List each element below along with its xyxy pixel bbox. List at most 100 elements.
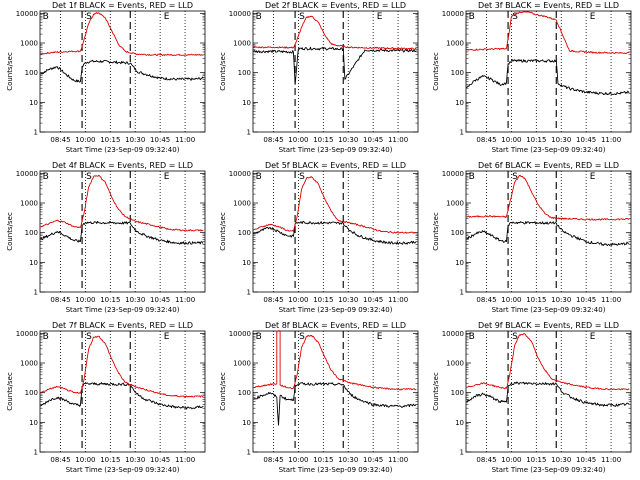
y-tick-label: 10 (29, 99, 38, 107)
series-events-line (466, 221, 630, 247)
y-tick-label: 10000 (16, 170, 38, 178)
series-events-line (40, 59, 204, 83)
y-tick-label: 1 (460, 289, 464, 297)
x-axis-label: Start Time (23-Sep-09 09:32:40) (492, 306, 606, 314)
marker-label: E (164, 332, 170, 342)
series-lld-line (40, 335, 204, 398)
y-tick-label: 100 (25, 69, 38, 77)
x-tick-label: 08:45 (50, 136, 70, 144)
marker-label: S (299, 12, 305, 22)
x-tick-label: 10:30 (338, 296, 358, 304)
marker-label: S (512, 12, 518, 22)
x-tick-label: 10:30 (125, 456, 145, 464)
marker-label: E (164, 12, 170, 22)
y-tick-label: 1 (34, 449, 38, 457)
y-tick-label: 1 (460, 129, 464, 137)
y-tick-label: 100 (451, 229, 464, 237)
y-tick-label: 1000 (20, 360, 38, 368)
x-tick-label: 08:45 (263, 456, 283, 464)
chart-title: Det 8f BLACK = Events, RED = LLD (265, 321, 406, 330)
x-tick-label: 10:15 (100, 136, 120, 144)
y-tick-label: 1 (247, 129, 251, 137)
series-lld-line (466, 333, 630, 391)
marker-label: B (469, 12, 475, 22)
marker-label: B (256, 172, 262, 182)
series-events-line (253, 46, 417, 85)
series-events-line (253, 220, 417, 245)
y-tick-label: 1000 (446, 40, 464, 48)
y-tick-label: 10000 (442, 10, 464, 18)
y-tick-label: 10 (455, 259, 464, 267)
marker-label: E (590, 332, 596, 342)
y-tick-label: 1000 (233, 360, 251, 368)
x-tick-label: 10:45 (150, 296, 170, 304)
y-axis-label: Counts/sec (219, 52, 227, 91)
x-tick-label: 11:00 (601, 296, 621, 304)
marker-label: E (377, 332, 383, 342)
series-events-line (466, 381, 630, 407)
marker-label: B (256, 12, 262, 22)
detector-chart-6: Det 6f BLACK = Events, RED = LLD 1 10 100 10… (432, 161, 632, 314)
x-tick-label: 08:45 (50, 296, 70, 304)
x-axis-label: Start Time (23-Sep-09 09:32:40) (279, 466, 393, 474)
series-lld-line (466, 10, 630, 55)
marker-label: E (590, 172, 596, 182)
marker-label: E (164, 172, 170, 182)
series-events-line (253, 382, 417, 426)
x-tick-label: 11:00 (601, 136, 621, 144)
x-tick-label: 10:15 (526, 456, 546, 464)
plot-frame (252, 170, 419, 293)
y-tick-label: 1 (34, 129, 38, 137)
x-tick-label: 10:15 (526, 296, 546, 304)
x-tick-label: 10:30 (551, 136, 571, 144)
x-tick-label: 10:00 (288, 296, 308, 304)
x-tick-label: 08:45 (476, 136, 496, 144)
y-tick-label: 10 (455, 99, 464, 107)
y-tick-label: 100 (25, 389, 38, 397)
marker-label: E (590, 12, 596, 22)
x-axis-label: Start Time (23-Sep-09 09:32:40) (279, 146, 393, 154)
detector-chart-2: Det 2f BLACK = Events, RED = LLD 1 10 100 10… (219, 1, 419, 154)
x-tick-label: 10:30 (551, 296, 571, 304)
y-tick-label: 100 (238, 229, 251, 237)
y-tick-label: 10 (455, 419, 464, 427)
x-tick-label: 10:45 (363, 136, 383, 144)
x-tick-label: 10:30 (551, 456, 571, 464)
x-tick-label: 11:00 (601, 456, 621, 464)
y-tick-label: 1 (34, 289, 38, 297)
x-tick-label: 08:45 (263, 136, 283, 144)
y-tick-label: 10000 (16, 330, 38, 338)
x-tick-label: 10:15 (100, 296, 120, 304)
x-axis-label: Start Time (23-Sep-09 09:32:40) (66, 306, 180, 314)
series-lld-line (466, 174, 630, 221)
marker-label: S (86, 172, 92, 182)
x-axis-label: Start Time (23-Sep-09 09:32:40) (66, 466, 180, 474)
detector-chart-4: Det 4f BLACK = Events, RED = LLD 1 10 100 10… (6, 161, 206, 314)
plot-frame (252, 330, 419, 453)
x-tick-label: 10:45 (363, 296, 383, 304)
x-tick-label: 10:00 (75, 296, 95, 304)
y-axis-label: Counts/sec (432, 52, 440, 91)
marker-label: E (377, 172, 383, 182)
y-tick-label: 1000 (233, 40, 251, 48)
y-tick-label: 1 (247, 289, 251, 297)
x-tick-label: 08:45 (476, 296, 496, 304)
x-tick-label: 10:15 (313, 136, 333, 144)
chart-title: Det 1f BLACK = Events, RED = LLD (52, 1, 193, 10)
x-tick-label: 10:30 (125, 136, 145, 144)
x-tick-label: 10:00 (501, 456, 521, 464)
series-lld-line (40, 174, 204, 232)
marker-label: S (512, 172, 518, 182)
marker-label: S (299, 172, 305, 182)
y-tick-label: 1000 (446, 360, 464, 368)
x-tick-label: 10:30 (338, 456, 358, 464)
plot-frame (39, 170, 206, 293)
y-tick-label: 100 (451, 389, 464, 397)
y-axis-label: Counts/sec (219, 372, 227, 411)
y-tick-label: 10 (242, 259, 251, 267)
x-axis-label: Start Time (23-Sep-09 09:32:40) (492, 146, 606, 154)
x-tick-label: 10:30 (125, 296, 145, 304)
series-events-line (40, 382, 204, 410)
x-tick-label: 10:00 (75, 136, 95, 144)
detector-chart-1: Det 1f BLACK = Events, RED = LLD 1 10 100 10… (6, 1, 206, 154)
